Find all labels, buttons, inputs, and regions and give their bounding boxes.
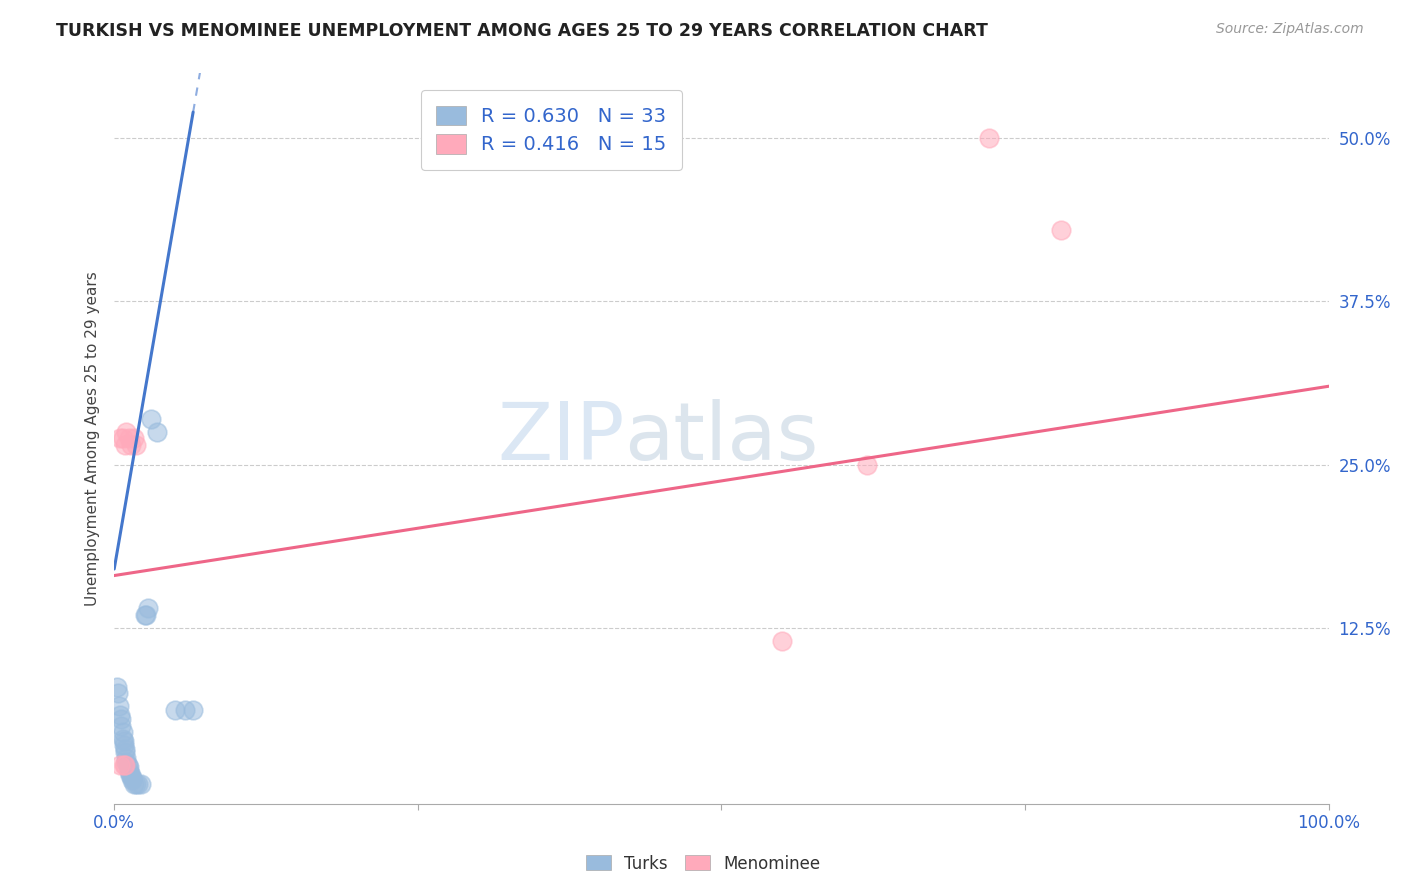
Point	[118, 768, 141, 782]
Point	[1050, 222, 1073, 236]
Point	[114, 438, 136, 452]
Point	[114, 745, 136, 759]
Point	[856, 458, 879, 472]
Point	[115, 425, 138, 439]
Point	[122, 432, 145, 446]
Point	[107, 686, 129, 700]
Point	[114, 757, 136, 772]
Point	[118, 760, 141, 774]
Point	[110, 719, 132, 733]
Point	[120, 438, 142, 452]
Point	[111, 432, 134, 446]
Point	[114, 742, 136, 756]
Point	[121, 771, 143, 785]
Point	[117, 757, 139, 772]
Point	[181, 703, 204, 717]
Point	[110, 712, 132, 726]
Point	[115, 751, 138, 765]
Point	[120, 768, 142, 782]
Point	[108, 699, 131, 714]
Point	[112, 757, 135, 772]
Text: Source: ZipAtlas.com: Source: ZipAtlas.com	[1216, 22, 1364, 37]
Point	[139, 412, 162, 426]
Text: TURKISH VS MENOMINEE UNEMPLOYMENT AMONG AGES 25 TO 29 YEARS CORRELATION CHART: TURKISH VS MENOMINEE UNEMPLOYMENT AMONG …	[56, 22, 988, 40]
Point	[110, 432, 132, 446]
Point	[118, 432, 141, 446]
Point	[134, 607, 156, 622]
Legend: Turks, Menominee: Turks, Menominee	[579, 848, 827, 880]
Point	[111, 731, 134, 746]
Point	[110, 757, 132, 772]
Point	[770, 633, 793, 648]
Point	[135, 607, 157, 622]
Point	[115, 755, 138, 769]
Point	[112, 738, 135, 752]
Point	[127, 777, 149, 791]
Text: atlas: atlas	[624, 400, 818, 477]
Point	[173, 703, 195, 717]
Point	[145, 425, 167, 439]
Legend: R = 0.630   N = 33, R = 0.416   N = 15: R = 0.630 N = 33, R = 0.416 N = 15	[420, 90, 682, 170]
Point	[105, 680, 128, 694]
Point	[125, 777, 148, 791]
Point	[111, 725, 134, 739]
Point	[977, 131, 1000, 145]
Point	[125, 438, 148, 452]
Point	[129, 777, 152, 791]
Point	[118, 764, 141, 779]
Point	[121, 773, 143, 788]
Y-axis label: Unemployment Among Ages 25 to 29 years: Unemployment Among Ages 25 to 29 years	[86, 271, 100, 606]
Point	[163, 703, 186, 717]
Point	[112, 734, 135, 748]
Point	[136, 601, 159, 615]
Point	[110, 708, 132, 723]
Point	[122, 777, 145, 791]
Text: ZIP: ZIP	[496, 400, 624, 477]
